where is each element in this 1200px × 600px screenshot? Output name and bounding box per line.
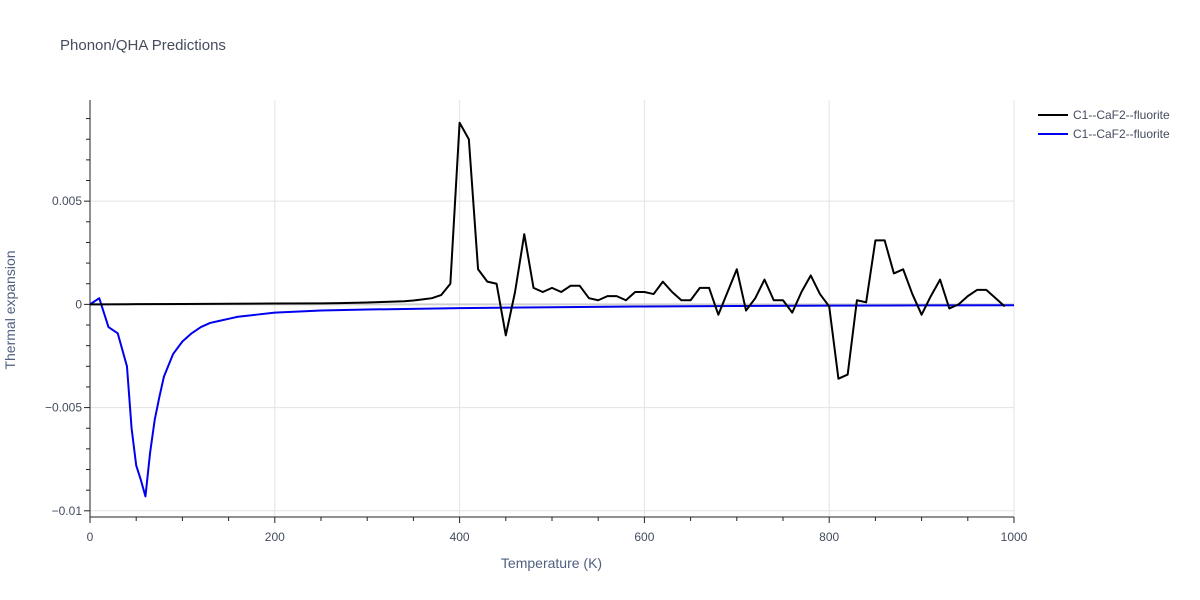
x-tick-label: 600 (634, 530, 654, 544)
x-tick-label: 800 (819, 530, 839, 544)
y-tick-label: −0.01 (52, 504, 83, 518)
axes (84, 100, 1015, 523)
y-tick-label: 0.005 (52, 194, 82, 208)
grid-lines (90, 100, 1015, 517)
x-tick-label: 0 (87, 530, 94, 544)
x-tick-label: 200 (265, 530, 285, 544)
legend[interactable]: C1--CaF2--fluorite C1--CaF2--fluorite (1038, 108, 1170, 141)
series-line-1 (90, 121, 1006, 380)
plot-series (89, 121, 1015, 498)
legend-item-1[interactable]: C1--CaF2--fluorite (1038, 108, 1170, 122)
x-tick-label: 1000 (1001, 530, 1028, 544)
x-tick-label: 400 (450, 530, 470, 544)
y-axis-title: Thermal expansion (2, 250, 18, 369)
legend-item-2[interactable]: C1--CaF2--fluorite (1038, 127, 1170, 141)
tick-labels: 0 200 400 600 800 1000 0.005 0 −0.005 −0.01 (45, 194, 1028, 544)
legend-label: C1--CaF2--fluorite (1073, 108, 1170, 122)
series-line-2 (89, 297, 1015, 498)
y-tick-label: 0 (75, 297, 82, 311)
x-axis-title: Temperature (K) (501, 555, 602, 571)
chart-title: Phonon/QHA Predictions (60, 37, 226, 54)
y-tick-label: −0.005 (45, 401, 82, 415)
legend-label: C1--CaF2--fluorite (1073, 127, 1170, 141)
